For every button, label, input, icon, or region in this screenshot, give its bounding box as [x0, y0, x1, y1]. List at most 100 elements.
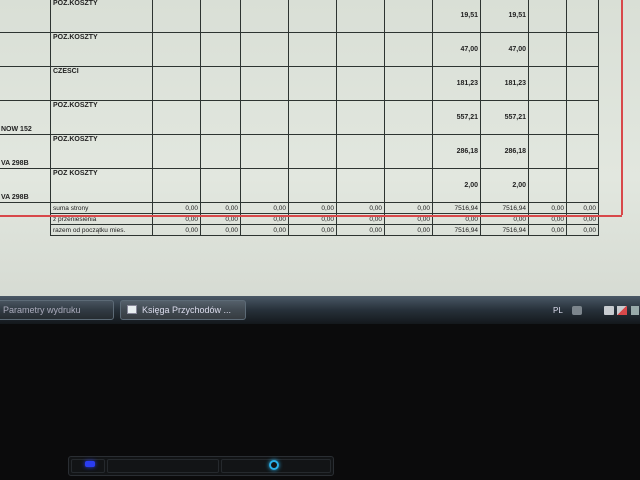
summary-value: 0,00: [240, 224, 289, 236]
empty-cell: [528, 168, 567, 203]
empty-cell: [240, 32, 289, 67]
empty-cell: [336, 32, 385, 67]
summary-value: 7516,94: [480, 202, 529, 214]
empty-cell: [240, 168, 289, 203]
table-row: VA 298B POZ.KOSZTY 286,18 286,18: [0, 134, 599, 169]
empty-cell: [200, 32, 241, 67]
amount-cell: 181,23: [432, 66, 481, 101]
page-margin-line-vertical: [621, 0, 623, 215]
empty-cell: [384, 134, 433, 169]
empty-cell: [240, 100, 289, 135]
empty-cell: [152, 32, 201, 67]
empty-cell: [152, 134, 201, 169]
summary-value: 0,00: [336, 224, 385, 236]
empty-cell: [152, 168, 201, 203]
empty-cell: [384, 32, 433, 67]
empty-cell: [566, 66, 599, 101]
empty-cell: [288, 168, 337, 203]
summary-value: 0,00: [384, 202, 433, 214]
empty-cell: [528, 0, 567, 33]
blank-cell: [0, 225, 51, 236]
window-icon: [127, 305, 137, 314]
empty-cell: [200, 0, 241, 33]
summary-value: 0,00: [152, 224, 201, 236]
empty-cell: [528, 32, 567, 67]
total-cell: 47,00: [480, 32, 529, 67]
keyboard-icon[interactable]: [572, 306, 582, 315]
empty-cell: [200, 100, 241, 135]
address-cell: [0, 0, 51, 33]
page-margin-line-horizontal: [0, 215, 622, 217]
total-cell: 557,21: [480, 100, 529, 135]
task-label: Księga Przychodów ...: [142, 305, 232, 315]
total-cell: 2,00: [480, 168, 529, 203]
empty-cell: [152, 0, 201, 33]
print-preview-page: POZ.KOSZTY 19,51 19,51 POZ.KOSZTY 47,00 47,00…: [0, 0, 640, 296]
amount-cell: 2,00: [432, 168, 481, 203]
empty-cell: [384, 100, 433, 135]
summary-value: 0,00: [240, 202, 289, 214]
address-cell: VA 298B: [0, 168, 51, 203]
summary-value: 7516,94: [432, 202, 481, 214]
description-cell: CZESCI: [50, 66, 153, 101]
summary-value: 0,00: [528, 202, 567, 214]
network-icon[interactable]: [617, 306, 627, 315]
empty-cell: [288, 0, 337, 33]
summary-value: 0,00: [336, 202, 385, 214]
summary-value: 0,00: [566, 202, 599, 214]
taskbar-item-ksiega[interactable]: Księga Przychodów ...: [120, 300, 246, 320]
table-row: NOW 152 POZ.KOSZTY 557,21 557,21: [0, 100, 599, 135]
amount-cell: 47,00: [432, 32, 481, 67]
summary-value: 0,00: [384, 224, 433, 236]
empty-cell: [336, 168, 385, 203]
summary-value: 0,00: [200, 202, 241, 214]
ledger-table: POZ.KOSZTY 19,51 19,51 POZ.KOSZTY 47,00 47,00…: [0, 0, 599, 236]
table-row: VA 298B POZ KOSZTY 2,00 2,00: [0, 168, 599, 203]
summary-value: 0,00: [152, 202, 201, 214]
printer-icon[interactable]: [604, 306, 614, 315]
summary-value: 7516,94: [480, 224, 529, 236]
summary-value: 0,00: [528, 224, 567, 236]
tray-icon[interactable]: [631, 306, 639, 315]
summary-row: suma strony 0,00 0,00 0,00 0,00 0,00 0,00 7516,…: [0, 202, 599, 214]
empty-cell: [288, 66, 337, 101]
amount-cell: 557,21: [432, 100, 481, 135]
description-cell: POZ.KOSZTY: [50, 0, 153, 33]
summary-row: razem od początku mies. 0,00 0,00 0,00 0,00 0…: [0, 224, 599, 236]
empty-cell: [200, 134, 241, 169]
empty-cell: [336, 134, 385, 169]
power-button-icon[interactable]: [269, 460, 279, 470]
empty-cell: [240, 66, 289, 101]
empty-cell: [200, 168, 241, 203]
summary-label: suma strony: [50, 202, 153, 214]
empty-cell: [566, 100, 599, 135]
total-cell: 286,18: [480, 134, 529, 169]
empty-cell: [152, 66, 201, 101]
description-cell: POZ.KOSZTY: [50, 100, 153, 135]
empty-cell: [566, 168, 599, 203]
empty-cell: [336, 100, 385, 135]
empty-cell: [336, 0, 385, 33]
empty-cell: [384, 66, 433, 101]
amount-cell: 286,18: [432, 134, 481, 169]
summary-value: 7516,94: [432, 224, 481, 236]
empty-cell: [288, 134, 337, 169]
wifi-led-icon: [85, 461, 95, 467]
description-cell: POZ KOSZTY: [50, 168, 153, 203]
address-cell: [0, 66, 51, 101]
empty-cell: [200, 66, 241, 101]
total-cell: 181,23: [480, 66, 529, 101]
task-label: Parametry wydruku: [3, 305, 81, 315]
address-cell: VA 298B: [0, 134, 51, 169]
language-indicator[interactable]: PL: [553, 306, 563, 315]
empty-cell: [566, 32, 599, 67]
empty-cell: [566, 0, 599, 33]
address-cell: NOW 152: [0, 100, 51, 135]
description-cell: POZ.KOSZTY: [50, 134, 153, 169]
empty-cell: [152, 100, 201, 135]
taskbar-item-parametry-wydruku[interactable]: Parametry wydruku: [0, 300, 114, 320]
empty-cell: [288, 32, 337, 67]
description-cell: POZ.KOSZTY: [50, 32, 153, 67]
summary-label: razem od początku mies.: [50, 224, 153, 236]
table-row: POZ.KOSZTY 19,51 19,51: [0, 0, 599, 33]
